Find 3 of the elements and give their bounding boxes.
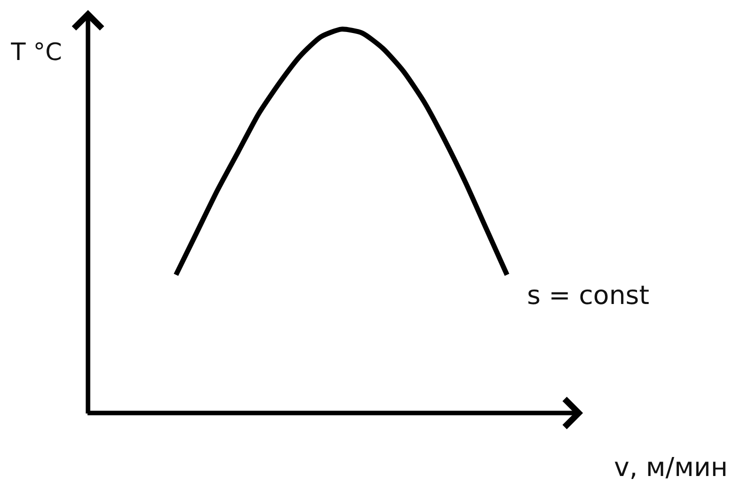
x-axis-title: v, м/мин (614, 453, 728, 483)
y-axis-title: T °C (10, 38, 62, 66)
series-label: s = const (527, 281, 650, 311)
